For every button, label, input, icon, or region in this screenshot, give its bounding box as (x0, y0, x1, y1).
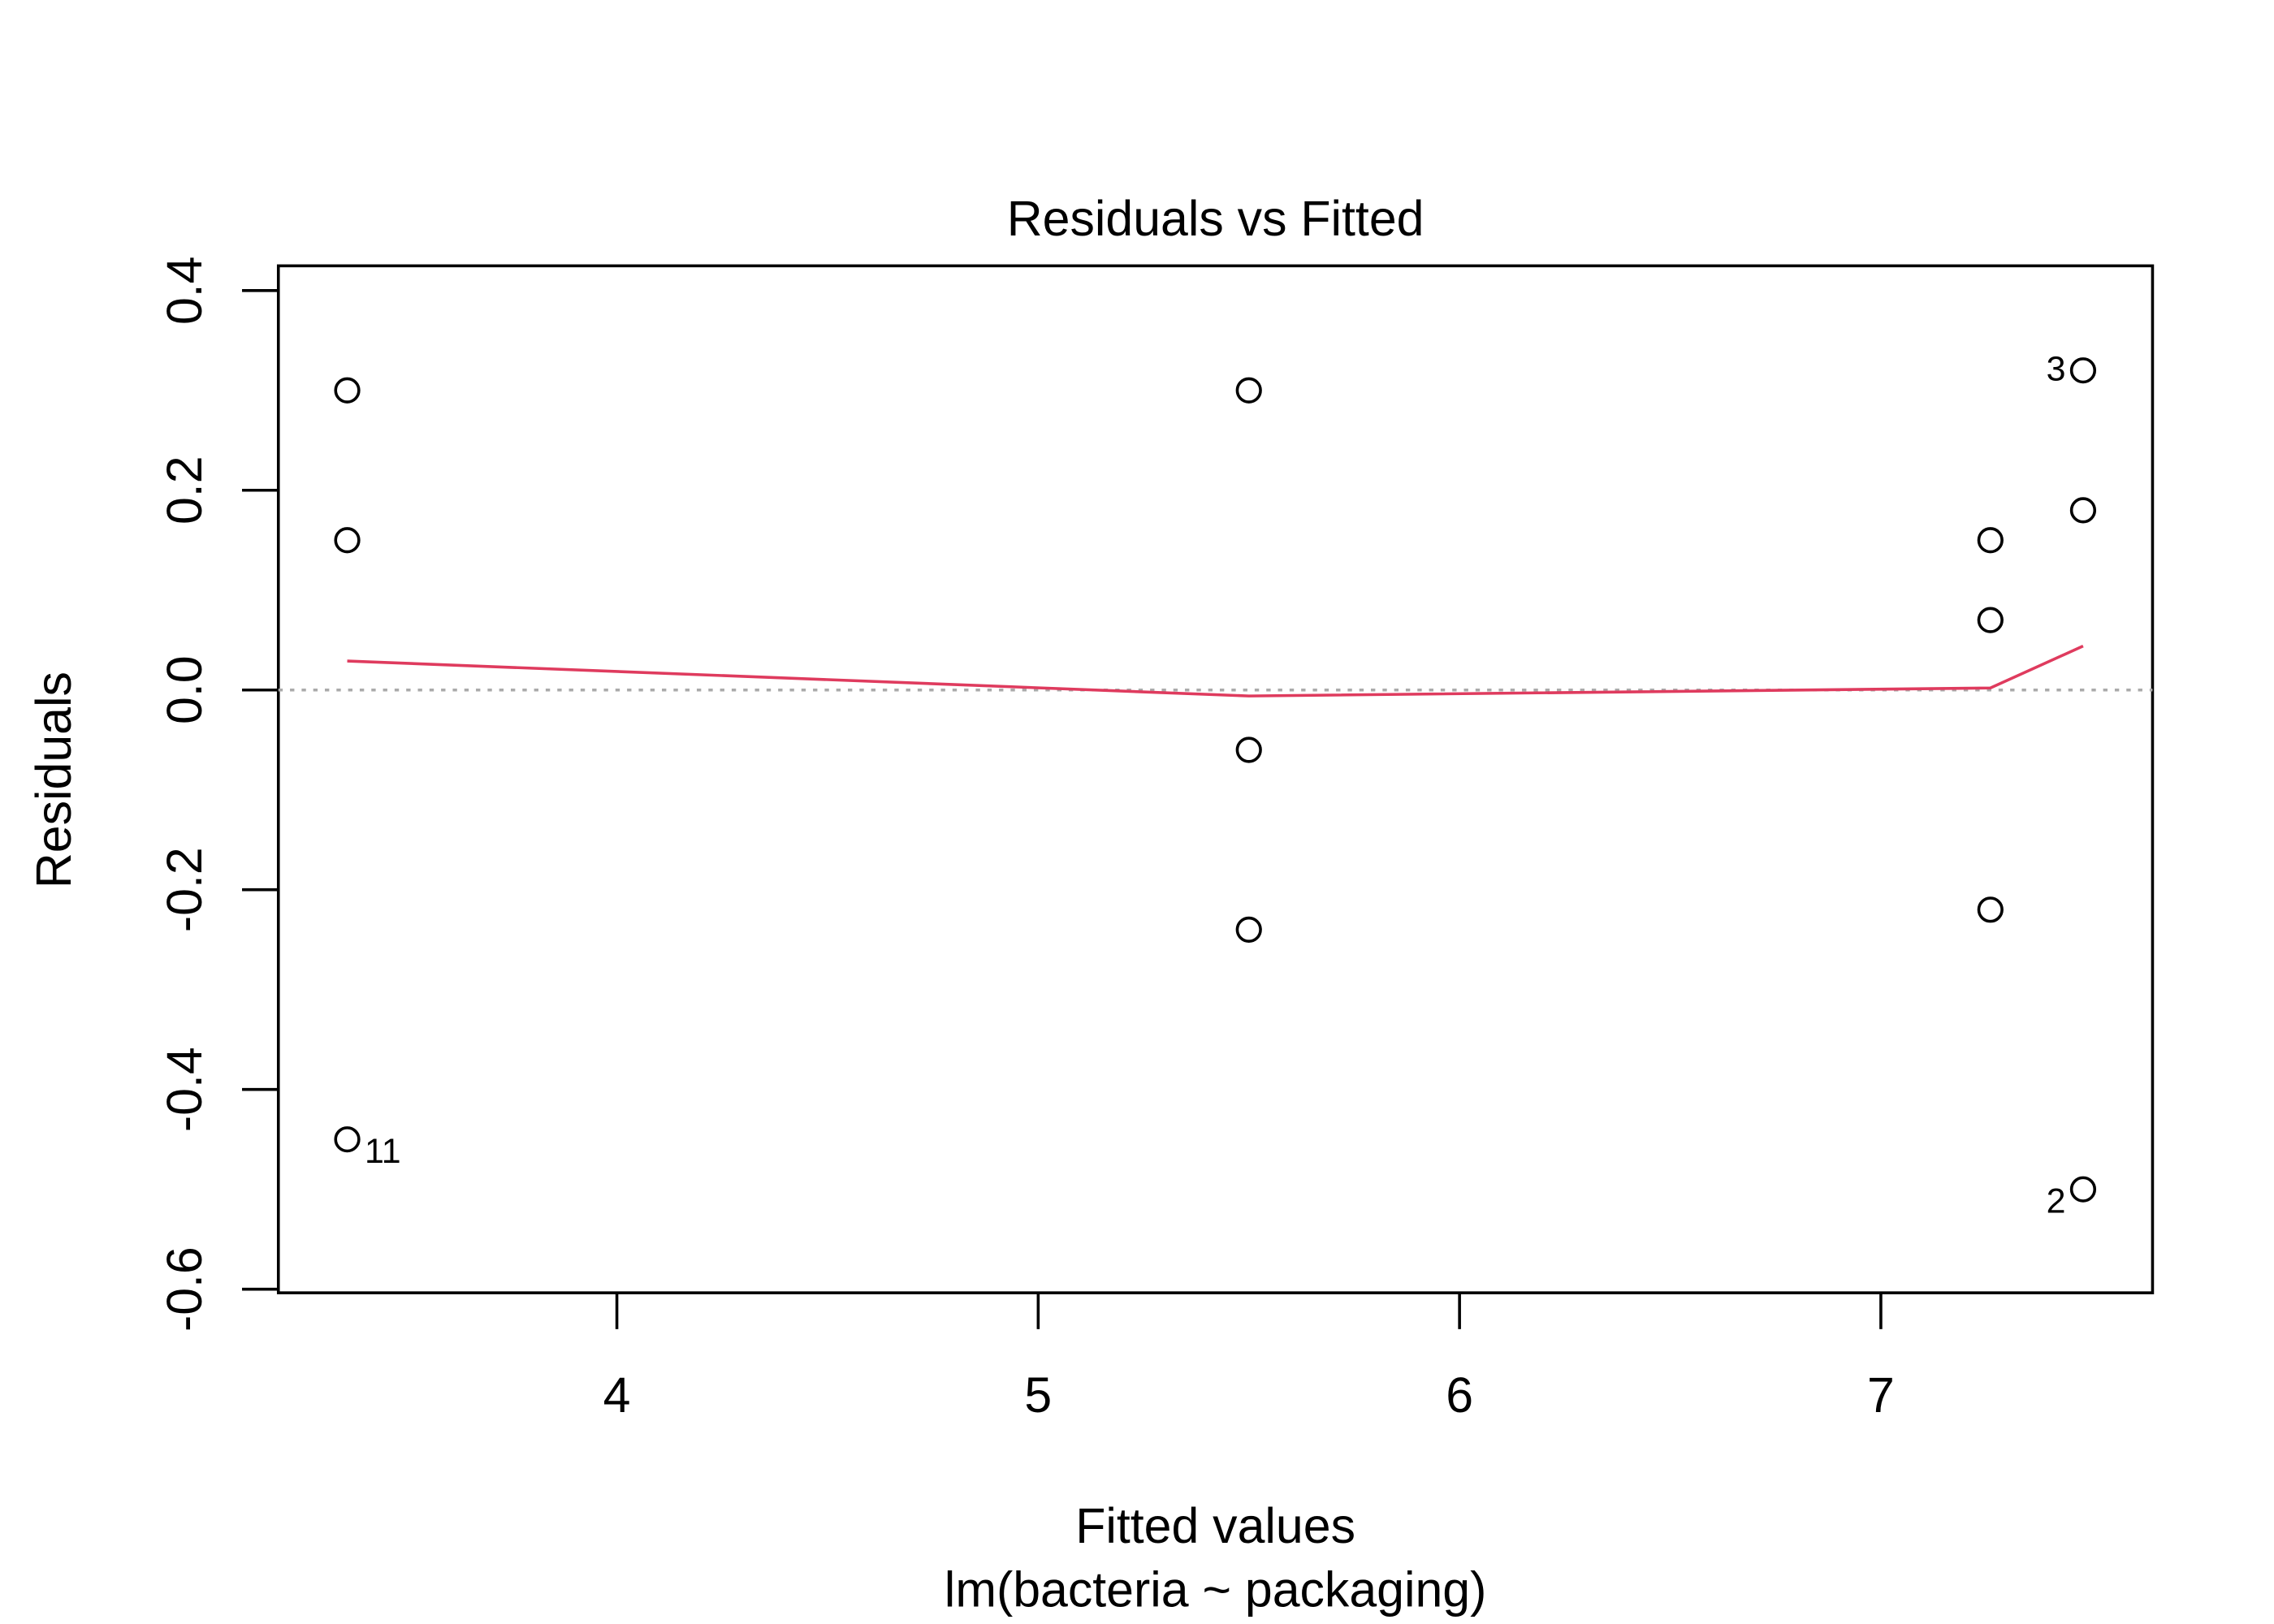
y-tick-label: -0.4 (157, 1047, 212, 1132)
data-point (1235, 736, 1262, 763)
data-point (334, 1126, 361, 1153)
data-point (1977, 607, 2004, 633)
data-point (2069, 497, 2097, 524)
data-point (1235, 377, 1262, 404)
x-axis: 4 5 6 7 (603, 1293, 1895, 1423)
x-tick-label: 5 (1024, 1367, 1052, 1423)
data-point (1235, 916, 1262, 944)
data-point (334, 377, 361, 404)
x-tick-label: 4 (603, 1367, 631, 1423)
data-point (1977, 527, 2004, 554)
point-label: 3 (2047, 350, 2066, 389)
x-tick-label: 7 (1867, 1367, 1895, 1423)
data-point (2069, 1176, 2097, 1203)
x-tick-label: 6 (1446, 1367, 1473, 1423)
x-axis-label: Fitted values (1075, 1498, 1355, 1553)
point-label: 2 (2047, 1181, 2066, 1220)
y-tick-label: 0.0 (157, 655, 212, 724)
smooth-line (347, 644, 2084, 698)
points-layer: 11 3 2 (334, 350, 2097, 1220)
plot-frame (276, 264, 2155, 1294)
y-axis-label: Residuals (26, 672, 81, 888)
chart-title: Residuals vs Fitted (1007, 191, 1424, 246)
y-axis: -0.6 -0.4 -0.2 0.0 0.2 0.4 (157, 257, 279, 1332)
point-label: 11 (365, 1132, 401, 1171)
model-subtitle: lm(bacteria ~ packaging) (945, 1562, 1487, 1618)
data-point (1977, 896, 2004, 923)
data-point (334, 527, 361, 554)
y-tick-label: 0.2 (157, 456, 212, 525)
y-tick-label: -0.2 (157, 847, 212, 932)
y-tick-label: -0.6 (157, 1246, 212, 1332)
data-point (2069, 357, 2097, 384)
y-tick-label: 0.4 (157, 257, 212, 326)
